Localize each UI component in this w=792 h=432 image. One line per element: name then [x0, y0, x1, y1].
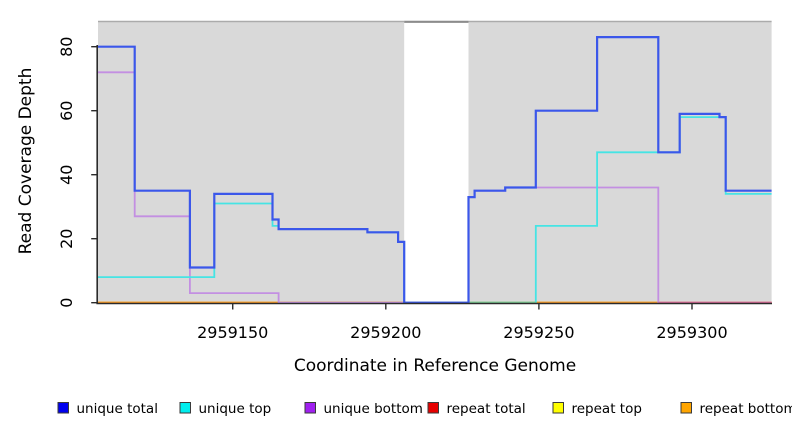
y-tick-label: 40: [57, 165, 76, 185]
legend-label-unique-bottom: unique bottom: [324, 401, 423, 417]
y-tick-label: 20: [57, 229, 76, 249]
y-tick-label: 80: [57, 37, 76, 57]
x-tick-label: 2959150: [197, 323, 268, 342]
y-axis-title: Read Coverage Depth: [16, 68, 36, 255]
legend-swatch-unique-top: [179, 402, 191, 414]
axes: 2959150 2959200 2959250 2959300 0 20 40 60 80: [57, 37, 772, 342]
no-data-gap: [404, 21, 469, 303]
legend-label-repeat-total: repeat total: [447, 401, 526, 417]
legend-label-unique-top: unique top: [199, 401, 272, 417]
legend-swatch-repeat-top: [552, 402, 564, 414]
x-axis-title: Coordinate in Reference Genome: [294, 356, 576, 376]
series-line-unique-total: [98, 36, 772, 304]
legend-swatch-repeat-total: [427, 402, 439, 414]
legend-label-repeat-top: repeat top: [572, 401, 642, 417]
legend-swatch-unique-bottom: [304, 402, 316, 414]
legend-label-unique-total: unique total: [77, 401, 158, 417]
plot-area: [98, 20, 772, 304]
legend-swatch-unique-total: [57, 402, 69, 414]
x-tick-label: 2959300: [656, 323, 727, 342]
x-tick-label: 2959250: [503, 323, 574, 342]
x-tick-label: 2959200: [350, 323, 421, 342]
legend: unique total unique top unique bottom repea…: [57, 401, 792, 417]
y-tick-label: 0: [57, 298, 76, 308]
legend-swatch-repeat-bottom: [680, 402, 692, 414]
legend-label-repeat-bottom: repeat bottom: [700, 401, 792, 417]
y-tick-label: 60: [57, 101, 76, 121]
